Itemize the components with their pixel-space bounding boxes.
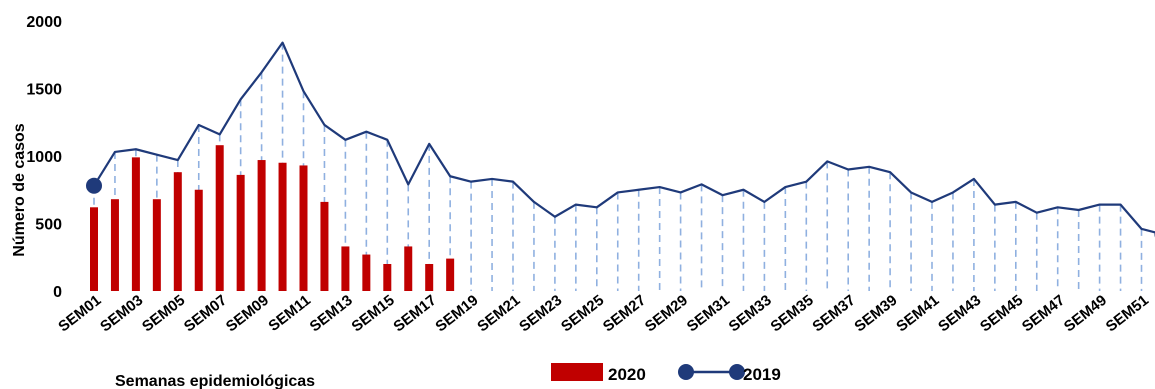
x-tick-label: SEM07 [181,292,230,336]
y-tick-label: 500 [35,217,62,234]
x-tick-label: SEM21 [474,292,523,336]
x-tick-label: SEM27 [600,292,649,336]
bar-2020-12 [320,201,329,291]
x-tick-label: SEM37 [809,292,858,336]
bar-2020-11 [299,165,308,291]
x-tick-label: SEM41 [893,292,942,336]
x-tick-label: SEM15 [349,292,398,336]
bar-2020-2 [110,199,119,291]
x-tick-label: SEM45 [977,292,1026,336]
bar-2020-5 [173,172,182,291]
bar-2020-9 [257,160,266,291]
x-tick-label: SEM17 [390,292,439,336]
x-tick-label: SEM51 [1103,292,1152,336]
y-tick-label: 1500 [26,82,62,99]
legend-label-2020: 2020 [608,365,646,384]
bar-2020-17 [425,264,434,291]
legend-marker-2019-right [729,364,745,380]
bar-2020-4 [152,199,161,291]
bar-2020-13 [341,246,350,291]
bar-2020-1 [90,207,98,291]
line-group [86,41,1155,238]
x-tick-label: SEM01 [55,292,104,336]
bar-2020-3 [131,157,140,291]
line-2019-marker-start [86,177,102,194]
y-tick-label: 0 [53,284,62,301]
legend-marker-2019-left [678,364,694,380]
legend-swatch-2020 [551,363,603,381]
x-tick-label: SEM13 [307,292,356,336]
bar-2020-10 [278,162,287,291]
x-tick-label: SEM47 [1019,292,1068,336]
x-axis-title: Semanas epidemiológicas [115,373,315,389]
x-tick-label: SEM49 [1061,292,1110,336]
x-tick-label: SEM39 [851,292,900,336]
x-tick-label: SEM33 [726,292,775,336]
bar-2020-14 [362,254,371,291]
x-tick-label: SEM19 [432,292,481,336]
x-tick-label: SEM03 [97,292,146,336]
bar-2020-6 [194,189,203,291]
x-tick-label: SEM25 [558,292,607,336]
legend-label-2019: 2019 [743,365,781,384]
x-tick-label: SEM35 [768,292,817,336]
y-tick-label: 1000 [26,149,62,166]
x-tick-label: SEM23 [516,292,565,336]
legend: 2020 2019 [551,363,781,384]
y-tick-label: 2000 [26,14,62,31]
y-axis-title: Número de casos [11,123,28,256]
bar-2020-16 [404,246,413,291]
bar-2020-7 [215,145,224,291]
x-ticks-group: SEM01SEM03SEM05SEM07SEM09SEM11SEM13SEM15… [55,292,1152,336]
droplines-group [93,42,1143,291]
x-tick-label: SEM29 [642,292,691,336]
bars-group [90,145,455,291]
bar-2020-8 [236,174,245,291]
y-ticks-group: 2000 1500 1000 500 0 [26,14,62,301]
bar-2020-18 [446,258,455,291]
x-tick-label: SEM31 [684,292,733,336]
x-tick-label: SEM09 [223,292,272,336]
x-tick-label: SEM05 [139,292,188,336]
x-tick-label: SEM11 [265,292,314,335]
bar-2020-15 [383,264,392,291]
line-2019 [93,41,1155,234]
x-tick-label: SEM43 [935,292,984,336]
